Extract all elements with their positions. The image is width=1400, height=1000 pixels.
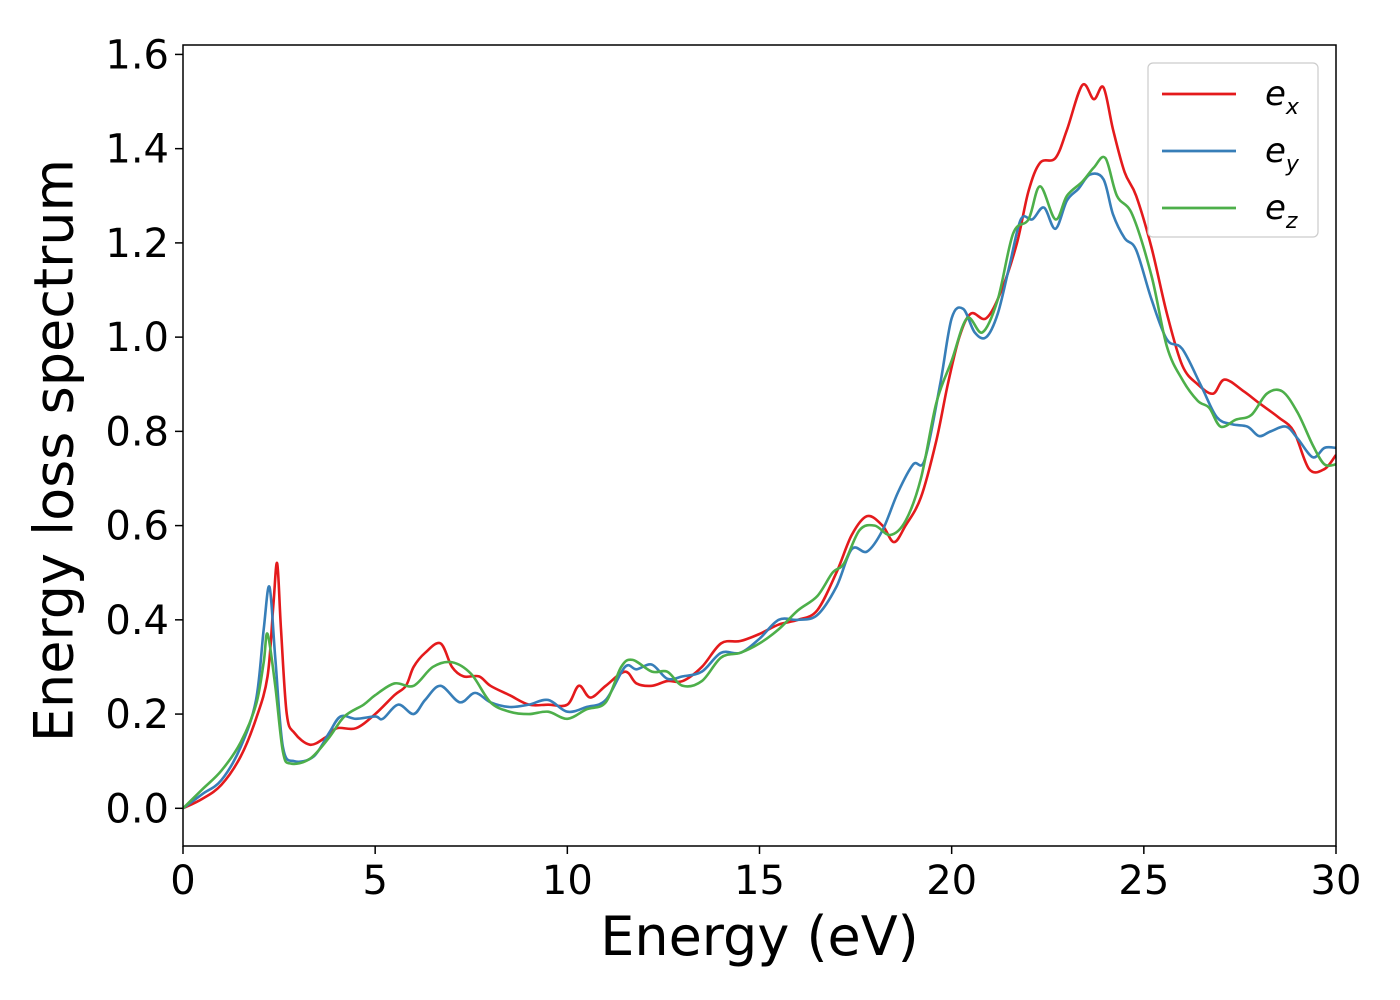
- y-tick-label: 0.6: [105, 504, 169, 550]
- y-tick-label: 0.4: [105, 598, 169, 644]
- y-tick-label: 1.4: [105, 127, 169, 173]
- x-tick-label: 15: [734, 858, 785, 904]
- series-line-e-y: [183, 172, 1336, 810]
- x-tick-label: 20: [926, 858, 977, 904]
- x-tick-label: 5: [362, 858, 387, 904]
- legend: ex ey ez: [1147, 62, 1319, 238]
- legend-label-e-x: ex: [1265, 74, 1300, 120]
- x-tick-label: 10: [542, 858, 593, 904]
- series-layer: [183, 82, 1336, 810]
- x-tick-label: 30: [1311, 858, 1362, 904]
- y-tick-label: 1.6: [105, 32, 169, 78]
- y-axis-title: Energy loss spectrum: [23, 159, 86, 742]
- x-tick-label: 0: [170, 858, 195, 904]
- x-axis-ticks: 0 5 10 15 20 25 30: [170, 846, 1361, 904]
- y-tick-label: 1.0: [105, 315, 169, 361]
- x-axis-title: Energy (eV): [600, 905, 919, 968]
- x-tick-label: 25: [1118, 858, 1169, 904]
- y-tick-label: 0.0: [105, 786, 169, 832]
- y-tick-label: 0.8: [105, 409, 169, 455]
- y-tick-label: 1.2: [105, 221, 169, 267]
- legend-label-e-z: ez: [1265, 188, 1298, 234]
- series-line-e-z: [183, 155, 1336, 810]
- y-tick-label: 0.2: [105, 692, 169, 738]
- y-axis-ticks: 0.0 0.2 0.4 0.6 0.8 1.0 1.2 1.4 1.6: [105, 32, 183, 832]
- legend-label-e-y: ey: [1265, 131, 1300, 177]
